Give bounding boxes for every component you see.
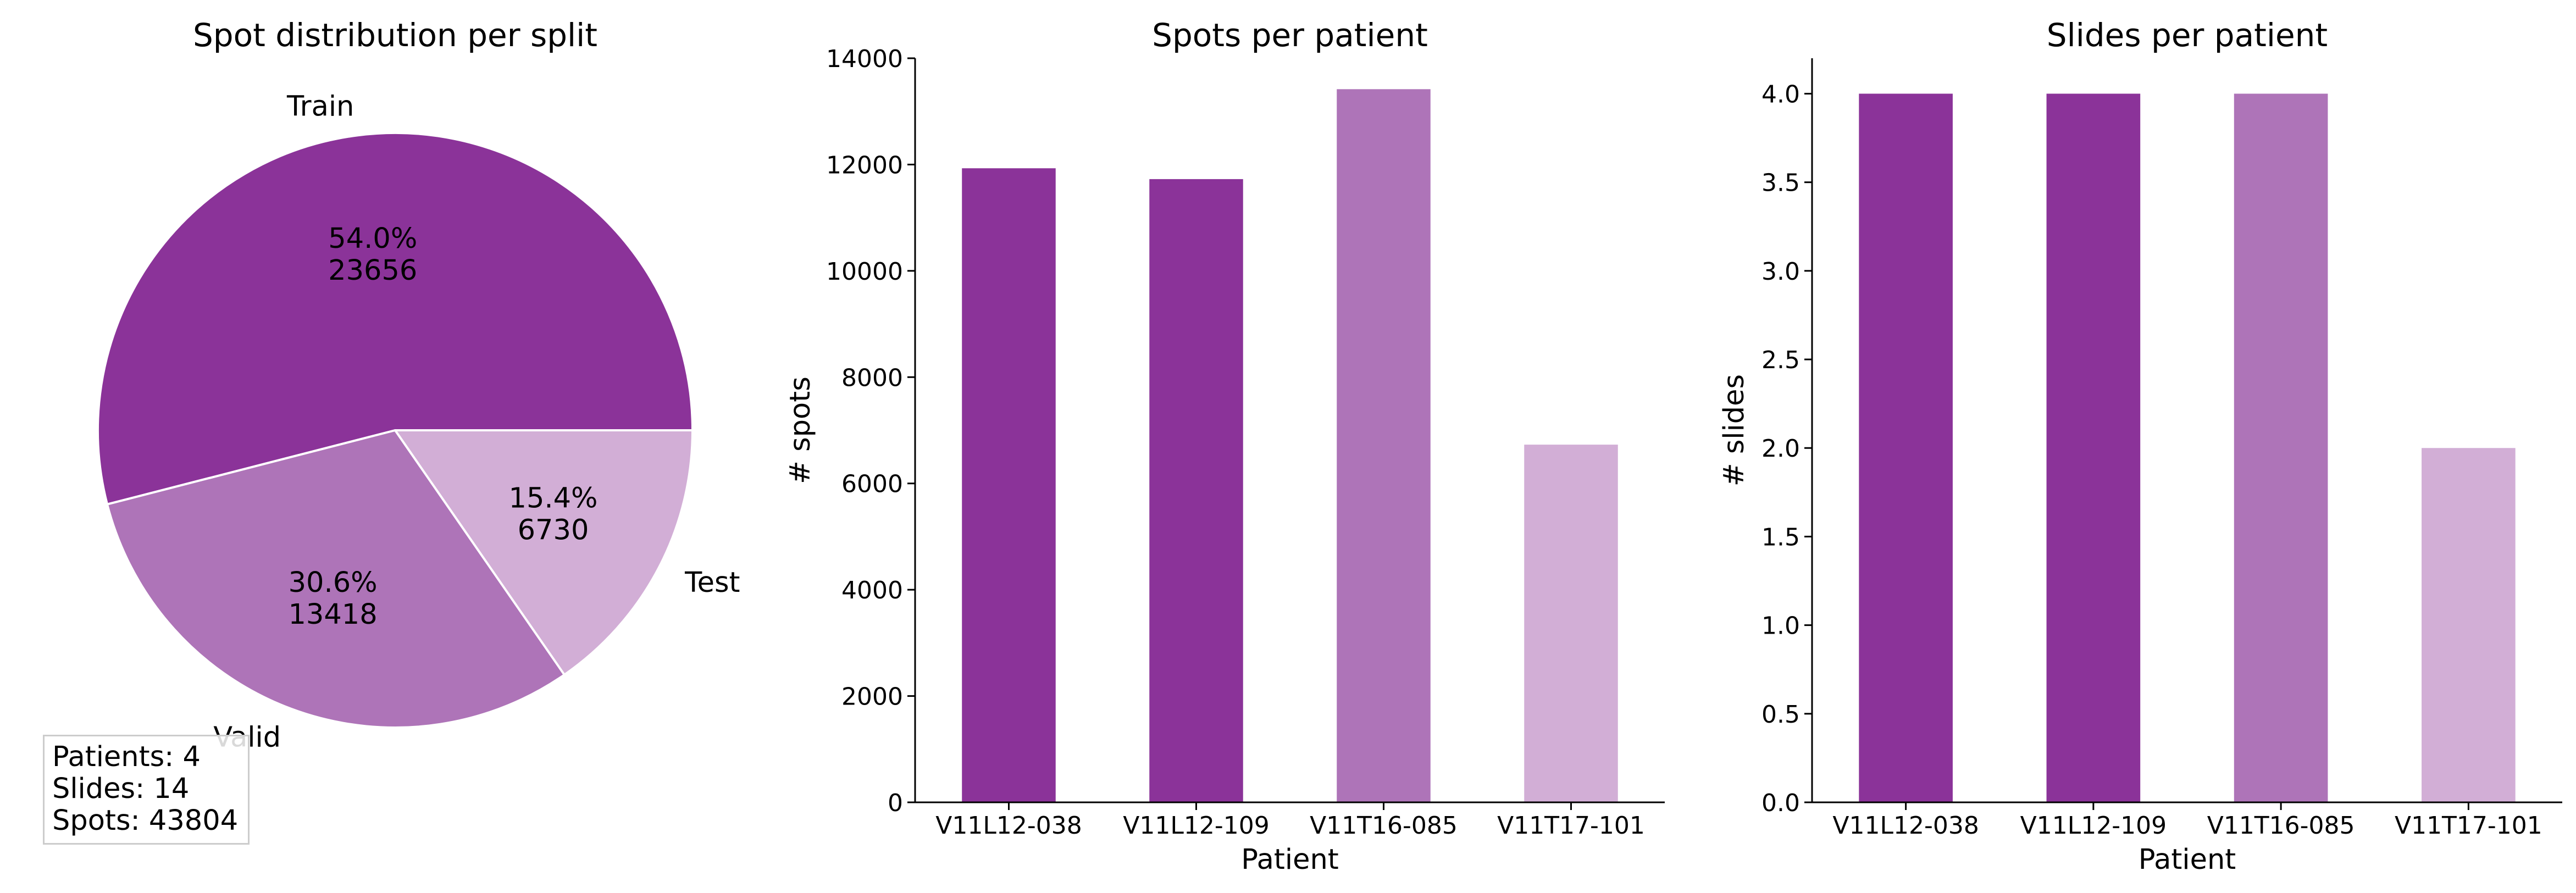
pie-count-valid: 13418 xyxy=(288,598,377,631)
pie-slice-train xyxy=(97,132,694,506)
pie-title: Spot distribution per split xyxy=(193,16,597,54)
bar2-ytick-label-0: 0.0 xyxy=(1761,789,1800,817)
pie-percent-test: 15.4% xyxy=(509,482,598,515)
bar1-bar-0 xyxy=(962,168,1056,802)
bar2-ytick-label-4: 2.0 xyxy=(1761,435,1800,463)
pie-slice-valid xyxy=(106,429,566,729)
bar2-xtick-label-3: V11T17-101 xyxy=(2395,812,2542,840)
bar1-ytick-label-0: 0 xyxy=(888,789,903,817)
pie-label-train: Train xyxy=(286,91,354,123)
bar2-ytick-label-7: 3.5 xyxy=(1761,169,1800,197)
bar2-xtick-label-0: V11L12-038 xyxy=(1832,812,1979,840)
bar1-bar-2 xyxy=(1337,89,1431,802)
bar2-bar-3 xyxy=(2422,448,2516,802)
bar1-ytick-label-7: 14000 xyxy=(826,45,903,73)
stats-slides: Slides: 14 xyxy=(52,773,190,805)
bar1-xtick-label-3: V11T17-101 xyxy=(1497,812,1645,840)
bar1-xtick-label-1: V11L12-109 xyxy=(1123,812,1269,840)
bar2-bar-2 xyxy=(2234,93,2328,802)
bar2-xtick-label-1: V11L12-109 xyxy=(2020,812,2167,840)
bar2-ytick-label-8: 4.0 xyxy=(1761,80,1800,108)
bar1-bar-3 xyxy=(1524,445,1618,802)
bar2-ytick-label-6: 3.0 xyxy=(1761,258,1800,286)
bar2-ytick-label-2: 1.0 xyxy=(1761,612,1800,640)
stats-patients: Patients: 4 xyxy=(52,741,201,773)
bar1-title: Spots per patient xyxy=(1152,16,1428,54)
bar2-xtick-label-2: V11T16-085 xyxy=(2207,812,2355,840)
bar1-ytick-label-3: 6000 xyxy=(841,470,903,498)
stats-spots: Spots: 43804 xyxy=(52,805,239,837)
bar2-ytick-label-3: 1.5 xyxy=(1761,523,1800,551)
bar1-xtick-label-2: V11T16-085 xyxy=(1310,812,1458,840)
bar1-ytick-label-4: 8000 xyxy=(841,364,903,392)
pie-count-test: 6730 xyxy=(518,514,589,547)
bar2-bar-0 xyxy=(1859,93,1953,802)
bar2-title: Slides per patient xyxy=(2047,16,2328,54)
bar2-ytick-label-5: 2.5 xyxy=(1761,346,1800,374)
bar1-bar-1 xyxy=(1149,179,1243,803)
bar1-ytick-label-1: 2000 xyxy=(841,683,903,711)
bar1-ylabel: # spots xyxy=(784,376,817,484)
bar1-xtick-label-0: V11L12-038 xyxy=(935,812,1082,840)
bar1-ytick-label-5: 10000 xyxy=(826,258,903,286)
pie-slice-test xyxy=(394,429,694,676)
bar1-ytick-label-2: 4000 xyxy=(841,576,903,604)
bar2-bar-1 xyxy=(2046,93,2141,802)
pie-percent-valid: 30.6% xyxy=(289,567,378,599)
bar1-ytick-label-6: 12000 xyxy=(826,151,903,179)
stats-annotation-box: Patients: 4 Slides: 14 Spots: 43804 xyxy=(43,735,250,845)
bar1-xlabel: Patient xyxy=(1241,844,1339,876)
pie-count-train: 23656 xyxy=(328,254,417,287)
bar2-xlabel: Patient xyxy=(2139,844,2236,876)
pie-label-test: Test xyxy=(684,567,740,599)
pie-percent-train: 54.0% xyxy=(328,223,417,255)
bar2-ylabel: # slides xyxy=(1718,374,1750,486)
bar2-ytick-label-1: 0.5 xyxy=(1761,701,1800,729)
